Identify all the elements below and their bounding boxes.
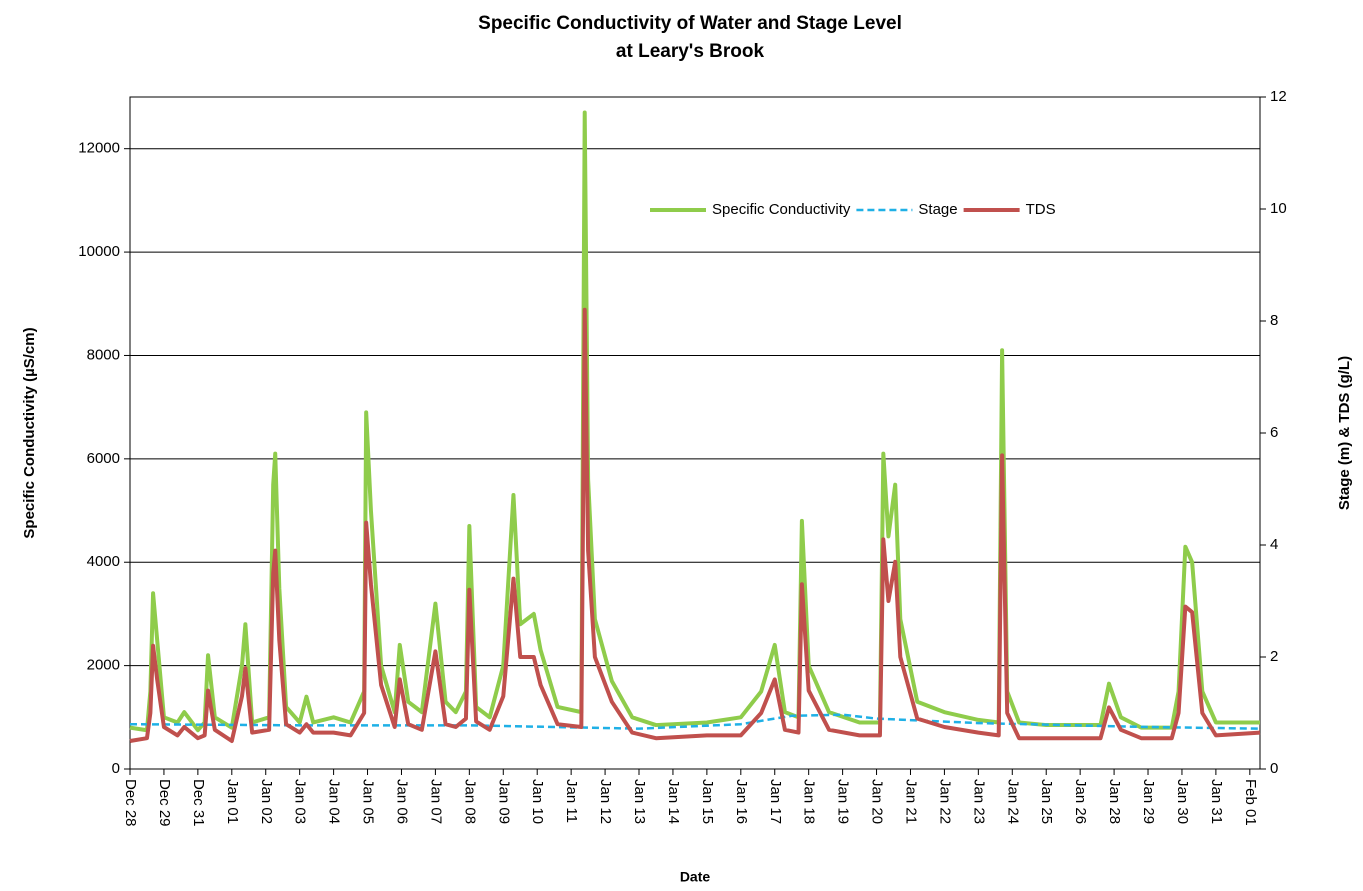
y-tick-label: 0 [112,760,120,777]
x-axis-label: Date [680,869,711,885]
x-tick-label: Jan 17 [767,779,784,824]
plot-frame [129,96,1261,770]
x-tick-label: Jan 21 [903,779,920,824]
x-tick-label: Jan 11 [563,779,580,823]
x-tick-label: Jan 13 [631,779,648,824]
y-tick-label: 12000 [78,140,120,157]
x-tick-label: Jan 04 [326,779,343,824]
x-tick-label: Jan 07 [427,779,444,824]
x-tick-label: Jan 16 [733,779,750,824]
y2-tick-label: 8 [1270,312,1278,329]
y2-tick-label: 10 [1270,200,1287,217]
x-tick-label: Jan 31 [1208,779,1225,824]
y2-tick-label: 0 [1270,760,1278,777]
chart-title: Specific Conductivity of Water and Stage… [478,13,902,34]
x-tick-label: Jan 18 [801,779,818,824]
y2-tick-label: 2 [1270,648,1278,665]
y-tick-label: 6000 [87,450,120,467]
x-tick-label: Jan 09 [495,779,512,824]
x-tick-label: Jan 03 [292,779,309,824]
y-tick-label: 10000 [78,243,120,260]
x-tick-label: Jan 12 [597,779,614,824]
legend-label: TDS [1026,201,1056,218]
legend-label: Stage [918,201,957,218]
y2-axis-label: Stage (m) & TDS (g/L) [1336,356,1353,510]
y-tick-label: 8000 [87,346,120,363]
x-tick-label: Jan 28 [1106,779,1123,824]
x-tick-label: Jan 30 [1174,779,1191,824]
y-tick-label: 4000 [87,553,120,570]
x-tick-label: Jan 24 [1004,779,1021,824]
x-tick-label: Jan 06 [394,779,411,824]
x-tick-label: Dec 28 [122,779,139,827]
x-tick-label: Jan 15 [699,779,716,824]
x-tick-label: Jan 29 [1140,779,1157,824]
x-tick-label: Jan 25 [1038,779,1055,824]
x-tick-label: Feb 01 [1242,779,1259,826]
y-tick-label: 2000 [87,657,120,674]
x-tick-label: Jan 05 [360,779,377,824]
y2-tick-label: 12 [1270,88,1287,105]
x-tick-label: Dec 29 [156,779,173,827]
y2-tick-label: 4 [1270,536,1278,553]
x-tick-label: Jan 22 [936,779,953,824]
series-line [129,713,1261,730]
x-tick-label: Dec 31 [190,779,207,827]
x-tick-label: Jan 10 [529,779,546,824]
y2-tick-label: 6 [1270,424,1278,441]
x-tick-label: Jan 08 [461,779,478,824]
x-tick-label: Jan 23 [970,779,987,824]
x-tick-label: Jan 19 [835,779,852,824]
series-line [129,307,1261,743]
x-tick-label: Jan 26 [1072,779,1089,824]
series-line [129,110,1260,733]
x-tick-label: Jan 14 [665,779,682,824]
legend-label: Specific Conductivity [712,201,851,218]
chart-title: at Leary's Brook [616,41,765,62]
x-tick-label: Jan 20 [869,779,886,824]
x-tick-label: Jan 02 [258,779,275,824]
x-tick-label: Jan 01 [224,779,241,824]
y-axis-label: Specific Conductivity (µS/cm) [21,327,38,538]
